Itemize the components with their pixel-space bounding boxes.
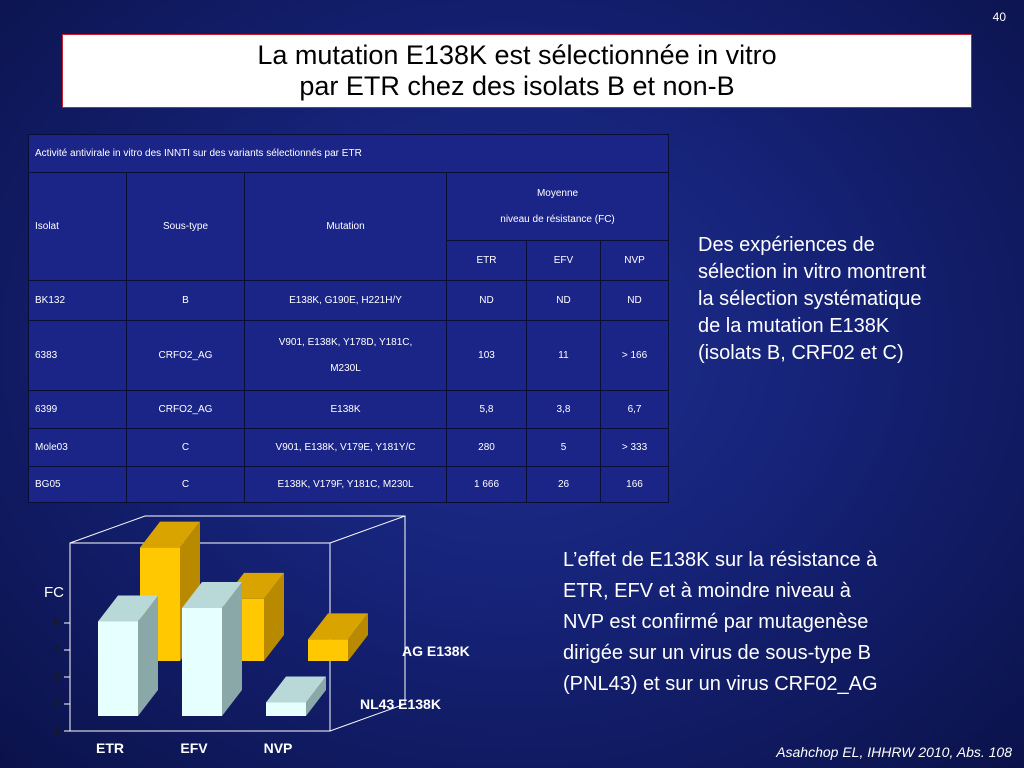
mutagenesis-line: ETR, EFV et à moindre niveau à — [563, 580, 851, 602]
cell-efv: ND — [526, 280, 601, 321]
bar-side — [222, 582, 242, 716]
chart-bars — [98, 521, 368, 716]
y-axis-label: FC — [44, 584, 64, 601]
resistance-table: Activité antivirale in vitro des INNTI s… — [27, 134, 670, 503]
fc-bar-chart: 1 2 3 4 5 FC ETR EFV NVP AG E138K NL43 E138K — [30, 513, 500, 763]
category-label: NVP — [264, 740, 293, 756]
table-row: BK132 B E138K, G190E, H221H/Y ND ND ND — [28, 280, 670, 321]
y-tick-label: 4 — [53, 643, 60, 657]
bar-top — [308, 613, 368, 640]
cell-nvp: 6,7 — [599, 390, 670, 429]
cell-mutation-line2: M230L — [330, 362, 361, 374]
selection-line: la sélection systématique — [698, 288, 922, 310]
header-sous-type: Sous-type — [126, 172, 245, 281]
y-tick-label: 2 — [53, 697, 60, 711]
cell-etr: 1 666 — [446, 466, 527, 503]
series-label-ag: AG E138K — [402, 643, 470, 659]
cell-etr: 103 — [446, 320, 527, 391]
mutagenesis-line: NVP est confirmé par mutagenèse — [563, 611, 869, 633]
cell-sous-type: C — [126, 466, 245, 503]
y-tick-label: 5 — [53, 616, 60, 630]
bar-front — [98, 621, 138, 716]
header-moyenne-line1: Moyenne — [536, 187, 579, 199]
title-line-2: par ETR chez des isolats B et non-B — [299, 71, 735, 101]
bar-top — [266, 676, 326, 703]
selection-line: sélection in vitro montrent — [698, 261, 926, 283]
category-label: ETR — [96, 740, 124, 756]
chart-frame-edge — [329, 515, 406, 544]
bar-top — [98, 595, 158, 622]
header-moyenne-line2: niveau de résistance (FC) — [500, 213, 615, 225]
bar-side — [306, 676, 326, 716]
selection-text: Des expériences de sélection in vitro mo… — [698, 232, 926, 367]
bar-nl43-e138k — [98, 595, 158, 716]
cell-mutation-line1: V901, E138K, Y178D, Y181C, — [278, 336, 413, 348]
bar-front — [308, 639, 348, 661]
cell-isolat: BK132 — [28, 280, 127, 321]
cell-nvp: ND — [599, 280, 670, 321]
cell-mutation: E138K — [244, 390, 447, 429]
selection-line: Des expériences de — [698, 234, 875, 256]
cell-efv: 11 — [526, 320, 601, 391]
cell-sous-type: B — [126, 280, 245, 321]
bar-side — [348, 613, 368, 661]
table-row: 6399 CRFO2_AG E138K 5,8 3,8 6,7 — [28, 390, 670, 429]
header-etr: ETR — [446, 240, 527, 281]
mutagenesis-text: L’effet de E138K sur la résistance à ETR… — [563, 545, 878, 700]
cell-isolat: Mole03 — [28, 428, 127, 467]
header-mutation: Mutation — [244, 172, 447, 281]
bar-nl43-e138k — [182, 582, 242, 716]
bar-front — [266, 702, 306, 716]
cell-sous-type: C — [126, 428, 245, 467]
cell-mutation: E138K, V179F, Y181C, M230L — [244, 466, 447, 503]
cell-isolat: 6383 — [28, 320, 127, 391]
cell-mutation: E138K, G190E, H221H/Y — [244, 280, 447, 321]
cell-mutation: V901, E138K, V179E, Y181Y/C — [244, 428, 447, 467]
cell-isolat: 6399 — [28, 390, 127, 429]
bar-top — [140, 521, 200, 548]
category-label: EFV — [180, 740, 208, 756]
cell-efv: 26 — [526, 466, 601, 503]
bar-nl43-e138k — [266, 676, 326, 716]
selection-line: (isolats B, CRF02 et C) — [698, 342, 904, 364]
bar-top — [182, 582, 242, 608]
citation: Asahchop EL, IHHRW 2010, Abs. 108 — [776, 744, 1012, 760]
bar-side — [138, 595, 158, 716]
cell-efv: 5 — [526, 428, 601, 467]
header-efv: EFV — [526, 240, 601, 281]
bar-ag-e138k — [308, 613, 368, 661]
cell-etr: ND — [446, 280, 527, 321]
cell-nvp: 166 — [599, 466, 670, 503]
cell-mutation: V901, E138K, Y178D, Y181C, M230L — [244, 320, 447, 391]
table-row: Mole03 C V901, E138K, V179E, Y181Y/C 280… — [28, 428, 670, 467]
table-row: BG05 C E138K, V179F, Y181C, M230L 1 666 … — [28, 466, 670, 503]
mutagenesis-line: L’effet de E138K sur la résistance à — [563, 549, 878, 571]
chart-svg: 1 2 3 4 5 FC ETR EFV NVP AG E138K NL43 E138K — [44, 515, 470, 756]
cell-etr: 5,8 — [446, 390, 527, 429]
selection-line: de la mutation E138K — [698, 315, 890, 337]
table-row: 6383 CRFO2_AG V901, E138K, Y178D, Y181C,… — [28, 320, 670, 391]
table-caption: Activité antivirale in vitro des INNTI s… — [27, 134, 670, 173]
cell-efv: 3,8 — [526, 390, 601, 429]
cell-nvp: > 166 — [599, 320, 670, 391]
mutagenesis-line: dirigée sur un virus de sous-type B — [563, 642, 871, 664]
bar-front — [182, 608, 222, 716]
mutagenesis-line: (PNL43) et sur un virus CRF02_AG — [563, 673, 878, 695]
chart-labels: 1 2 3 4 5 FC ETR EFV NVP AG E138K NL43 E138K — [44, 584, 470, 756]
title-line-1: La mutation E138K est sélectionnée in vi… — [257, 40, 777, 70]
page-number: 40 — [992, 10, 1006, 24]
header-isolat: Isolat — [28, 172, 127, 281]
cell-sous-type: CRFO2_AG — [126, 390, 245, 429]
header-moyenne: Moyenne niveau de résistance (FC) — [445, 172, 670, 241]
cell-sous-type: CRFO2_AG — [126, 320, 245, 391]
series-label-nl43: NL43 E138K — [360, 696, 441, 712]
bar-side — [264, 572, 284, 661]
y-tick-label: 3 — [53, 670, 60, 684]
cell-isolat: BG05 — [28, 466, 127, 503]
cell-etr: 280 — [446, 428, 527, 467]
y-tick-label: 1 — [53, 724, 60, 738]
header-nvp: NVP — [599, 240, 670, 281]
cell-nvp: > 333 — [599, 428, 670, 467]
slide-title: La mutation E138K est sélectionnée in vi… — [62, 34, 972, 108]
